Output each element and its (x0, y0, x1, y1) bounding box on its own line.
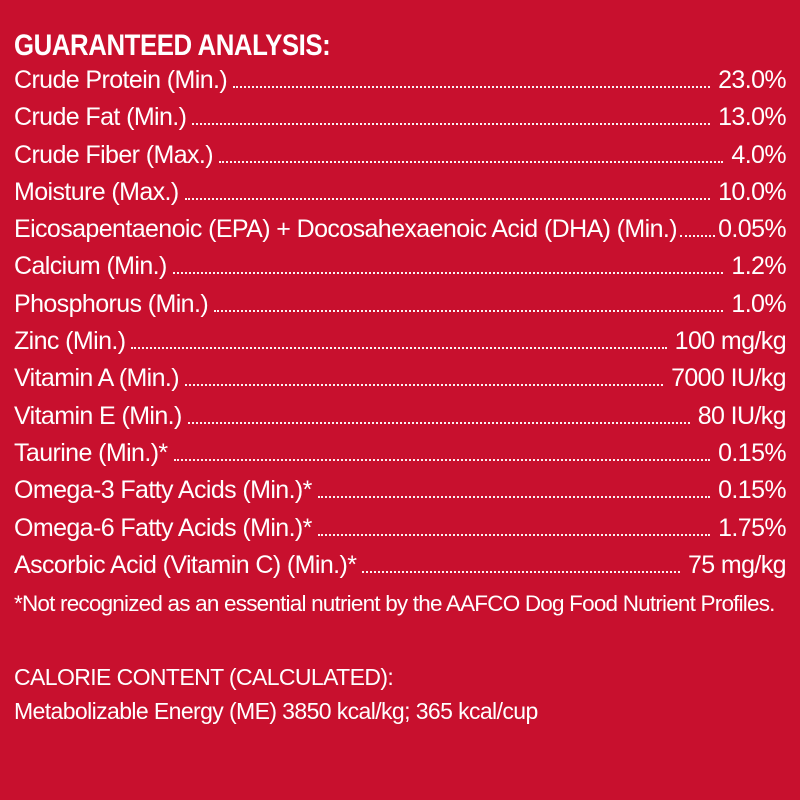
analysis-row-omega-6: Omega-6 Fatty Acids (Min.)* 1.75% (14, 513, 787, 551)
metabolizable-energy-line: Metabolizable Energy (ME) 3850 kcal/kg; … (14, 698, 538, 725)
analysis-row-crude-protein: Crude Protein (Min.) 23.0% (14, 66, 787, 103)
nutrient-label: Ascorbic Acid (Vitamin C) (Min.)* (14, 550, 357, 579)
nutrient-label: Eicosapentaenoic (EPA) + Docosahexaenoic… (14, 215, 678, 244)
nutrient-value: 0.15% (718, 438, 786, 467)
dot-leader (233, 86, 711, 88)
nutrient-value: 10.0% (718, 177, 786, 206)
analysis-row-calcium: Calcium (Min.) 1.2% (14, 252, 787, 289)
nutrient-label: Zinc (Min.) (14, 327, 126, 356)
nutrient-label: Omega-3 Fatty Acids (Min.)* (14, 476, 312, 505)
nutrient-value: 7000 IU/kg (671, 364, 787, 393)
calorie-content-title: CALORIE CONTENT (CALCULATED): (14, 664, 394, 691)
nutrient-value: 0.05% (718, 215, 786, 244)
nutrient-value: 1.0% (731, 289, 786, 318)
nutrient-value: 13.0% (718, 103, 786, 132)
dot-leader (362, 570, 680, 573)
nutrient-label: Omega-6 Fatty Acids (Min.)* (14, 513, 312, 542)
dot-leader (218, 160, 724, 163)
analysis-row-vitamin-a: Vitamin A (Min.) 7000 IU/kg (14, 364, 787, 401)
nutrient-label: Vitamin A (Min.) (14, 364, 180, 393)
nutrient-value: 1.75% (718, 513, 786, 542)
dot-leader (131, 347, 667, 350)
dot-leader (172, 272, 724, 275)
analysis-row-omega-3: Omega-3 Fatty Acids (Min.)* 0.15% (14, 476, 787, 513)
analysis-row-phosphorus: Phosphorus (Min.) 1.0% (14, 289, 787, 327)
nutrient-label: Calcium (Min.) (14, 252, 167, 281)
nutrient-value: 0.15% (718, 476, 786, 505)
analysis-row-moisture: Moisture (Max.) 10.0% (14, 177, 787, 215)
nutrient-label: Phosphorus (Min.) (14, 289, 209, 318)
analysis-row-vitamin-e: Vitamin E (Min.) 80 IU/kg (14, 401, 787, 439)
analysis-row-ascorbic-acid: Ascorbic Acid (Vitamin C) (Min.)* 75 mg/… (14, 550, 787, 588)
calorie-content-section: CALORIE CONTENT (CALCULATED): Metaboliza… (14, 660, 786, 728)
dot-leader (214, 309, 724, 312)
nutrient-label: Moisture (Max.) (14, 177, 179, 206)
analysis-row-taurine: Taurine (Min.)* 0.15% (14, 438, 787, 476)
nutrient-value: 100 mg/kg (674, 327, 787, 356)
nutrient-value: 75 mg/kg (687, 550, 787, 579)
dot-leader (192, 123, 711, 126)
nutrient-label: Crude Protein (Min.) (14, 66, 228, 94)
nutrient-value: 80 IU/kg (697, 401, 787, 430)
nutrient-label: Vitamin E (Min.) (14, 401, 182, 430)
dot-leader (184, 197, 711, 200)
dot-leader (187, 421, 690, 424)
analysis-row-crude-fat: Crude Fat (Min.) 13.0% (14, 103, 787, 140)
nutrient-value: 23.0% (718, 66, 786, 94)
page-title: GUARANTEED ANALYSIS: (14, 29, 331, 62)
footnote: *Not recognized as an essential nutrient… (14, 591, 775, 617)
dot-leader (185, 384, 664, 387)
analysis-table: Crude Protein (Min.) 23.0% Crude Fat (Mi… (14, 66, 787, 588)
nutrient-value: 1.2% (731, 252, 786, 281)
nutrient-label: Taurine (Min.)* (14, 438, 168, 467)
analysis-row-epa-dha: Eicosapentaenoic (EPA) + Docosahexaenoic… (14, 215, 787, 252)
analysis-row-crude-fiber: Crude Fiber (Max.) 4.0% (14, 140, 787, 178)
dot-leader (173, 458, 711, 461)
dot-leader (317, 496, 711, 499)
dot-leader (679, 235, 716, 238)
analysis-row-zinc: Zinc (Min.) 100 mg/kg (14, 327, 787, 364)
nutrient-label: Crude Fiber (Max.) (14, 140, 214, 169)
nutrient-value: 4.0% (731, 140, 786, 169)
dot-leader (317, 533, 711, 536)
nutrient-label: Crude Fat (Min.) (14, 103, 187, 132)
